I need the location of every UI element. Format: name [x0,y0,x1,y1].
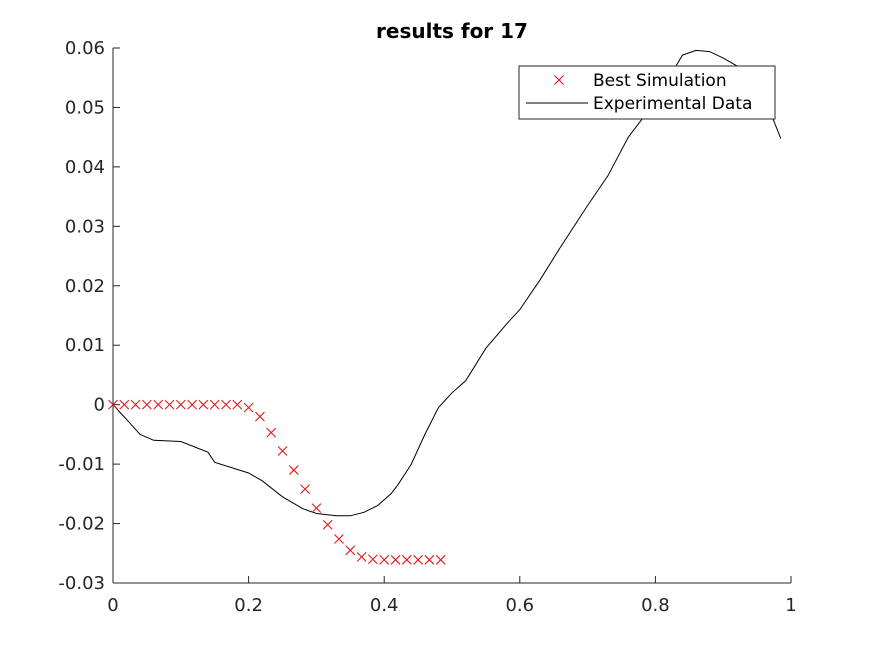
y-tick-label: 0.04 [65,157,105,178]
best-simulation-point [119,399,130,410]
axes: 0 0.2 0.4 0.6 0.8 1 -0.03 -0.02 -0.01 0 0.01 0.02 0.… [58,38,796,616]
best-simulation-point [322,519,333,530]
best-simulation-point [108,399,118,410]
chart-title: results for 17 [376,19,528,43]
legend-marker-best-simulation [554,75,564,85]
best-simulation-point [288,465,299,475]
best-simulation-point [221,399,231,410]
series-experimental-data-line [112,49,782,517]
best-simulation-point [367,554,378,565]
best-simulation-point [277,446,288,456]
y-tick-label: 0.06 [65,38,105,59]
best-simulation-point [153,399,164,410]
x-tick-label: 0.6 [505,595,534,616]
legend-box [518,65,776,120]
best-simulation-point [379,554,390,565]
best-simulation-point [401,554,412,565]
best-simulation-point [198,399,209,410]
legend-label-best-simulation: Best Simulation [593,71,727,91]
x-tick-label: 0 [107,595,118,616]
y-tick-label: 0.02 [65,276,105,297]
best-simulation-point [175,399,186,410]
best-simulation-point [142,399,152,410]
best-simulation-point [435,554,446,565]
best-simulation-point [243,402,254,413]
y-tick-label: 0.05 [65,97,105,118]
plot-area [108,49,782,565]
best-simulation-point [300,484,310,494]
best-simulation-point [311,503,322,513]
best-simulation-point [266,427,277,438]
best-simulation-point [164,399,175,410]
x-tick-label: 0.8 [641,595,670,616]
best-simulation-point [255,411,265,422]
y-tick-label: -0.03 [58,573,105,594]
best-simulation-point [413,554,423,565]
x-tick-label: 0.2 [234,595,263,616]
y-tick-label: 0.03 [65,216,105,237]
best-simulation-point [209,399,220,410]
y-tick-label: -0.02 [58,514,105,535]
best-simulation-point [232,399,243,410]
x-tick-label: 0.4 [370,595,399,616]
best-simulation-point [130,399,141,410]
x-tick-label: 1 [785,595,796,616]
best-simulation-point [345,545,356,556]
best-simulation-point [356,551,367,562]
legend-label-experimental-data: Experimental Data [593,94,752,114]
best-simulation-point [187,399,198,410]
y-tick-label: 0 [94,395,105,416]
best-simulation-point [390,554,401,565]
y-tick-label: 0.01 [65,335,105,356]
y-tick-label: -0.01 [58,454,105,475]
best-simulation-point [334,534,344,544]
legend: Best Simulation Experimental Data [518,65,776,120]
best-simulation-point [424,554,435,565]
